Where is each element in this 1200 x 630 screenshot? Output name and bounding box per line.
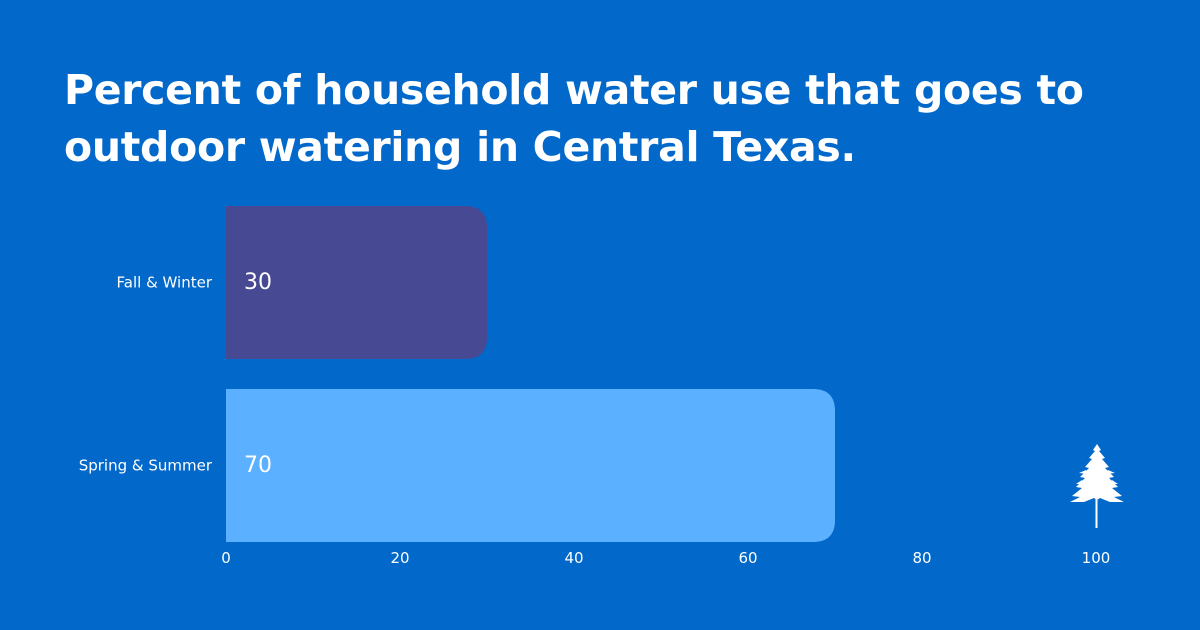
chart-title: Percent of household water use that goes… (64, 66, 1084, 171)
x-tick-label: 20 (390, 549, 409, 567)
x-tick-label: 40 (564, 549, 583, 567)
category-labels: Fall & Winter Spring & Summer (79, 274, 213, 475)
x-tick-label: 80 (912, 549, 931, 567)
x-tick-label: 60 (738, 549, 757, 567)
x-tick-label: 100 (1082, 549, 1111, 567)
bar-value-label: 70 (244, 453, 272, 478)
x-tick-label: 0 (221, 549, 231, 567)
x-axis-ticks: 0 20 40 60 80 100 (221, 549, 1110, 567)
bar-value-label: 30 (244, 270, 272, 295)
bar-2 (226, 389, 835, 542)
bar-1 (226, 206, 487, 359)
bars-layer: 30 70 (226, 206, 835, 542)
category-label: Fall & Winter (117, 274, 213, 292)
category-label: Spring & Summer (79, 457, 213, 475)
tree-icon (1070, 444, 1124, 528)
